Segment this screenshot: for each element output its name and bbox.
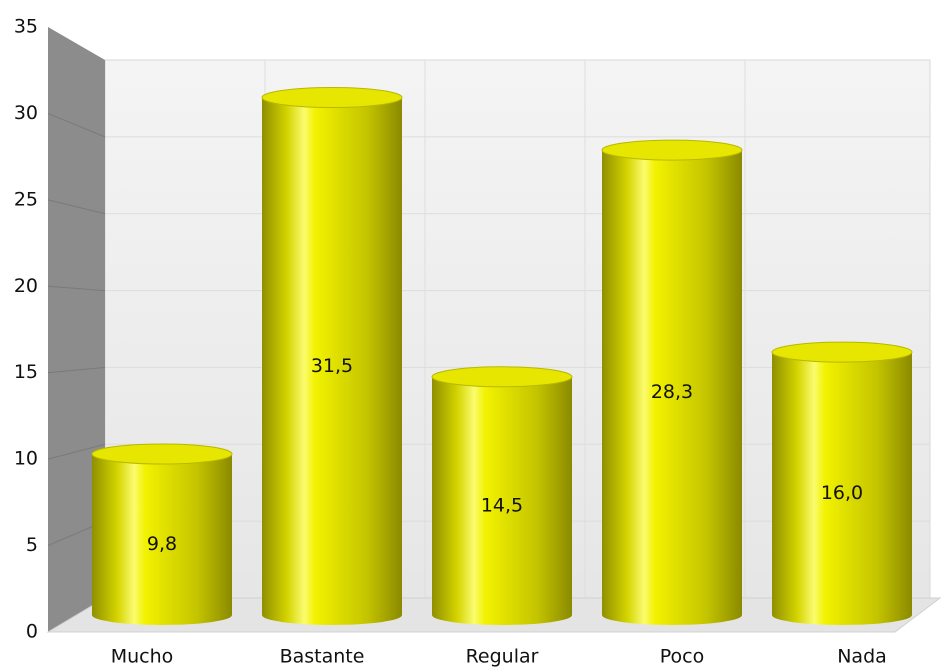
value-label: 16,0 <box>821 482 863 504</box>
x-tick-label: Poco <box>660 646 704 668</box>
bar-top <box>771 341 913 363</box>
y-tick-label: 5 <box>26 534 38 556</box>
x-tick-label: Nada <box>837 646 887 668</box>
y-tick-label: 35 <box>14 16 38 38</box>
bar <box>772 352 912 625</box>
bar-top <box>91 443 233 465</box>
value-label: 31,5 <box>311 355 353 377</box>
grid-line-side <box>47 366 106 374</box>
grid-line-side <box>47 199 106 215</box>
bar-top <box>601 139 743 161</box>
value-label: 14,5 <box>481 494 523 516</box>
value-label: 28,3 <box>651 381 693 403</box>
y-tick-label: 20 <box>14 275 38 297</box>
x-tick-label: Regular <box>466 646 539 668</box>
y-tick-label: 15 <box>14 361 38 383</box>
grid-line-side <box>47 112 106 138</box>
left-wall <box>48 27 105 632</box>
value-label: 9,8 <box>147 533 177 555</box>
bar-top <box>261 87 403 108</box>
grid-line-side <box>47 443 106 460</box>
x-tick-label: Bastante <box>280 646 365 668</box>
bar <box>262 97 402 625</box>
y-tick-label: 25 <box>14 188 38 210</box>
x-tick-label: Mucho <box>111 646 174 668</box>
bar <box>602 150 742 626</box>
y-tick-label: 10 <box>14 448 38 470</box>
bar <box>432 376 572 625</box>
bar <box>92 454 232 625</box>
y-tick-label: 30 <box>14 102 38 124</box>
grid-line-side <box>47 285 106 292</box>
y-tick-label: 0 <box>26 621 38 643</box>
bar-top <box>431 366 573 388</box>
